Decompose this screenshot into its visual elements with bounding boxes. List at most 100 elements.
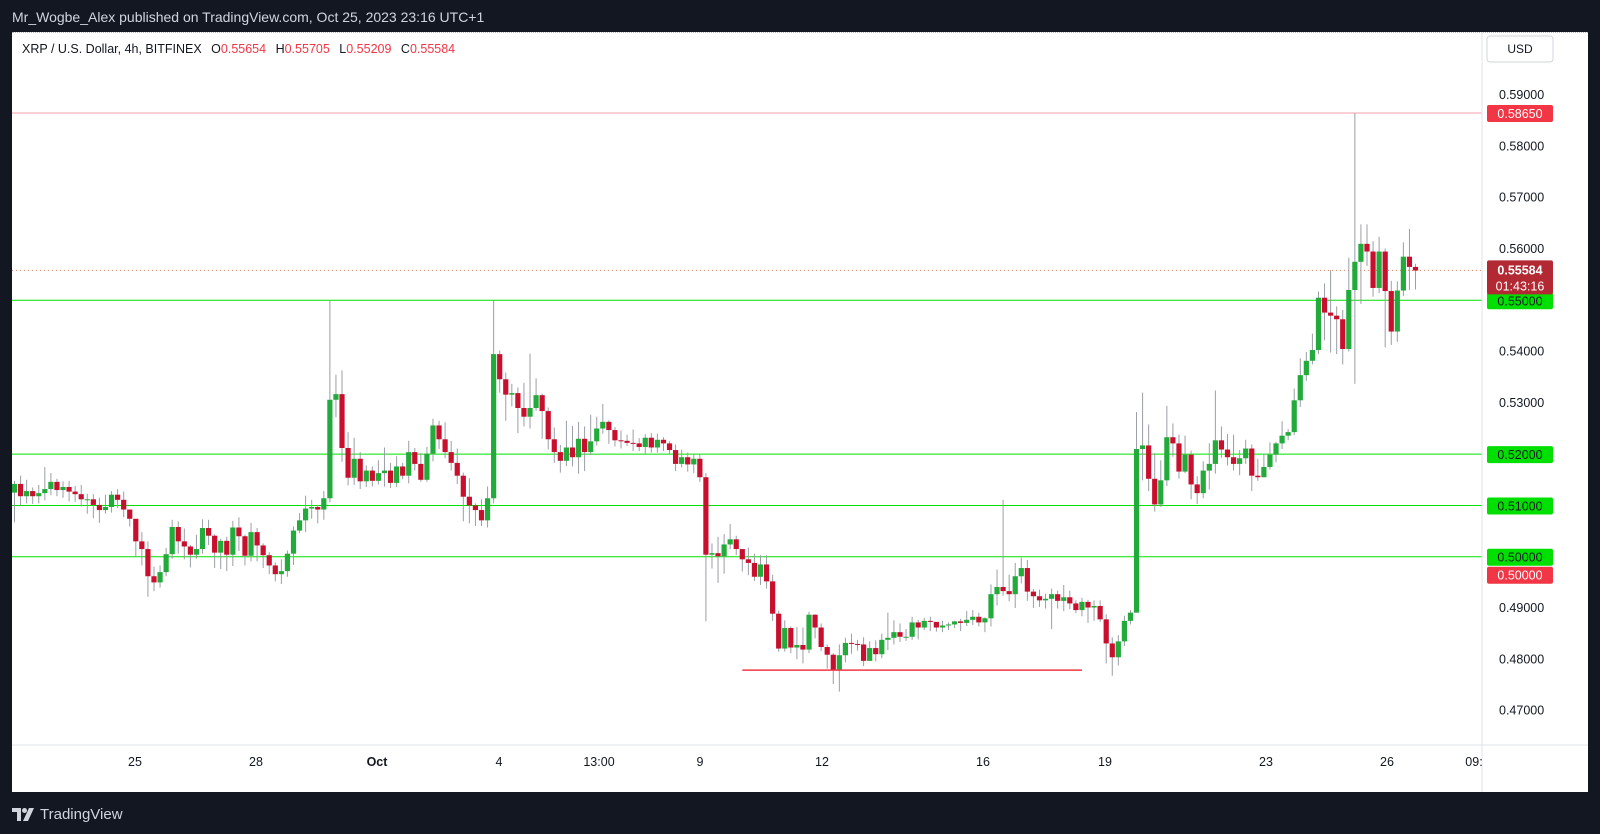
- candle-body-137: [842, 642, 849, 656]
- candle-body-168: [1030, 591, 1037, 597]
- candle-body-207: [1267, 454, 1273, 467]
- y-tick-label-2: 0.57000: [1499, 191, 1544, 205]
- candle-body-18: [121, 499, 127, 510]
- candle-body-177: [1085, 601, 1091, 608]
- candle-body-40: [254, 532, 260, 546]
- candle-body-60: [375, 473, 381, 481]
- candle-body-155: [951, 621, 958, 625]
- chart-panel[interactable]: 0.59000 0.58000 0.57000 0.56000 0.54000 0.530…: [12, 32, 1588, 792]
- price-labels: 0.58650 0.55000 0.52000 0.51000 0.50000 0.500…: [1487, 105, 1553, 584]
- candle-body-13: [90, 499, 96, 505]
- candle-body-151: [927, 620, 933, 622]
- candle-body-228: [1394, 290, 1400, 332]
- candle-body-152: [933, 621, 939, 628]
- legend-o-label: O: [211, 42, 221, 56]
- candle-body-62: [387, 470, 394, 483]
- candle-body-92: [569, 447, 576, 458]
- y-tick-label-7: 0.48000: [1499, 652, 1544, 666]
- candle-body-143: [879, 639, 885, 655]
- candle-body-25: [163, 554, 169, 573]
- candle-body-200: [1224, 449, 1231, 458]
- currency-button[interactable]: USD: [1486, 35, 1554, 63]
- candle-body-180: [1103, 619, 1109, 644]
- candle-body-91: [563, 447, 570, 461]
- candle-body-69: [430, 425, 436, 454]
- legend-symbol: XRP / U.S. Dollar, 4h, BITFINEX: [22, 42, 202, 56]
- candle-body-157: [964, 619, 970, 623]
- candle-body-224: [1370, 251, 1376, 288]
- candle-body-230: [1406, 256, 1413, 267]
- candle-body-86: [533, 395, 539, 408]
- candle-body-58: [363, 470, 369, 482]
- x-tick-label-3: 4: [496, 755, 503, 769]
- candle-body-57: [357, 458, 363, 482]
- candle-body-183: [1121, 620, 1127, 642]
- candle-body-103: [636, 443, 642, 447]
- candle-body-102: [630, 442, 636, 444]
- candle-body-124: [763, 564, 770, 582]
- candle-body-43: [272, 565, 278, 575]
- candle-body-148: [909, 622, 915, 637]
- candle-body-205: [1255, 475, 1261, 478]
- candle-body-76: [472, 505, 479, 511]
- chart-canvas[interactable]: 0.59000 0.58000 0.57000 0.56000 0.54000 0.530…: [12, 32, 1588, 792]
- candle-body-220: [1346, 290, 1352, 349]
- candle-body-206: [1261, 466, 1267, 478]
- candle-body-107: [660, 439, 667, 444]
- candle-body-139: [854, 643, 861, 645]
- candle-body-212: [1297, 375, 1303, 401]
- candle-body-144: [885, 637, 891, 640]
- candles: [12, 113, 1419, 692]
- publisher-bar: Mr_Wogbe_Alex published on TradingView.c…: [0, 0, 1600, 32]
- price-label-1: 0.55000: [1497, 294, 1542, 308]
- candle-body-210: [1285, 432, 1291, 436]
- candle-body-159: [976, 616, 982, 623]
- candle-body-204: [1249, 448, 1255, 476]
- y-tick-label-0: 0.59000: [1499, 88, 1544, 102]
- candle-body-163: [1000, 587, 1006, 592]
- candle-body-20: [133, 518, 139, 542]
- candle-body-167: [1024, 568, 1030, 592]
- candle-body-72: [448, 452, 454, 463]
- candle-body-161: [988, 594, 994, 619]
- candle-body-166: [1018, 568, 1024, 577]
- candle-body-222: [1358, 243, 1364, 262]
- candle-body-226: [1382, 251, 1388, 292]
- candle-body-66: [412, 452, 418, 464]
- candle-body-47: [296, 520, 303, 531]
- candle-body-121: [745, 559, 751, 563]
- candle-body-219: [1340, 319, 1346, 349]
- candle-body-191: [1170, 437, 1176, 444]
- candle-body-178: [1091, 605, 1097, 608]
- candle-body-195: [1194, 484, 1200, 494]
- candle-body-21: [139, 541, 145, 550]
- candle-body-2: [24, 491, 30, 497]
- candle-body-116: [715, 553, 721, 557]
- candle-body-90: [557, 452, 563, 461]
- candle-body-128: [788, 628, 794, 648]
- candle-body-4: [36, 493, 42, 497]
- candle-body-190: [1164, 437, 1170, 481]
- candle-body-78: [484, 498, 491, 521]
- candle-body-176: [1079, 601, 1085, 611]
- candle-body-87: [539, 395, 545, 412]
- candle-body-48: [303, 508, 309, 521]
- candle-body-59: [369, 470, 375, 481]
- candle-body-160: [982, 618, 988, 623]
- candle-body-23: [151, 576, 157, 583]
- candle-body-113: [697, 458, 703, 478]
- candle-body-136: [836, 655, 842, 670]
- candle-body-94: [582, 438, 588, 453]
- price-label-bg-5: [1487, 566, 1553, 584]
- candle-body-231: [1412, 266, 1419, 271]
- y-tick-label-5: 0.53000: [1499, 396, 1544, 410]
- candle-body-5: [42, 489, 48, 494]
- y-tick-label-4: 0.54000: [1499, 345, 1544, 359]
- candle-body-150: [921, 620, 927, 628]
- x-tick-label-1: 28: [249, 755, 263, 769]
- candle-body-0: [12, 483, 18, 493]
- price-label-5: 0.50000: [1497, 569, 1542, 583]
- candle-body-96: [594, 428, 600, 442]
- candle-body-118: [727, 539, 733, 545]
- candle-body-141: [867, 648, 873, 661]
